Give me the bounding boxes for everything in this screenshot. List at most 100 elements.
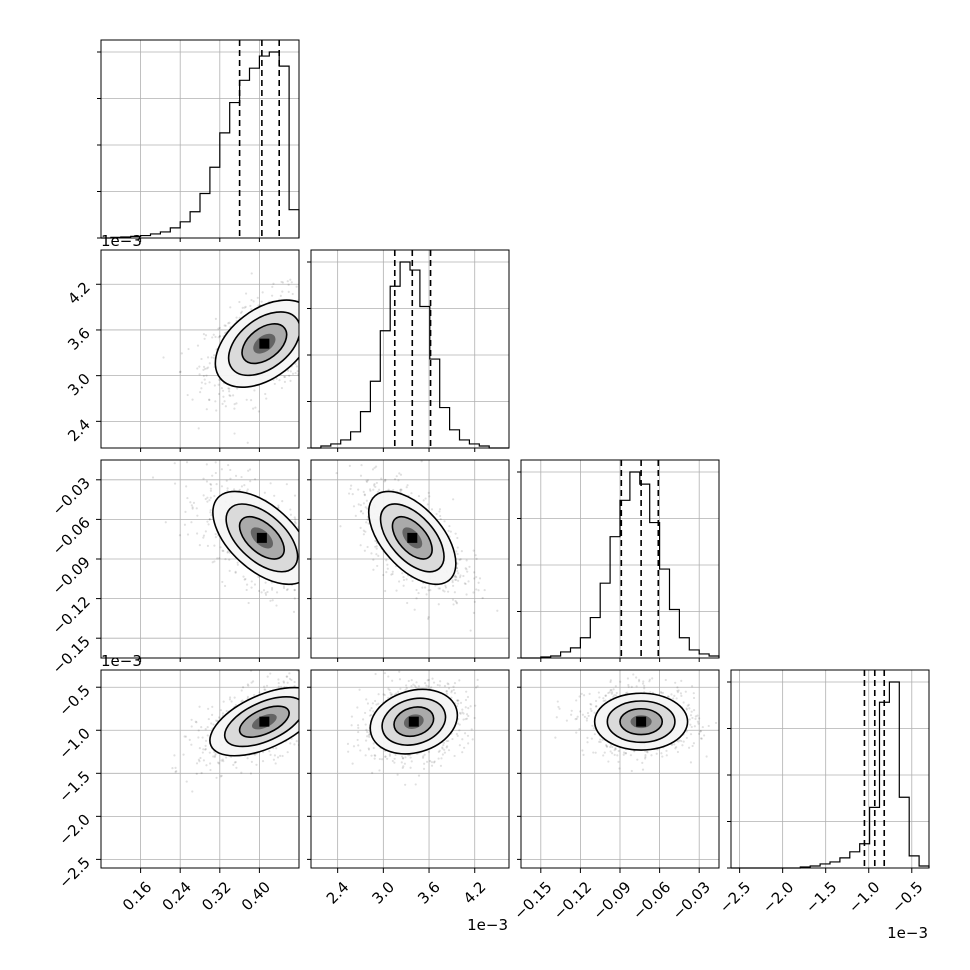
scatter-point [294, 371, 297, 375]
scatter-point [446, 590, 450, 593]
scatter-point [415, 681, 418, 684]
scatter-point [209, 511, 212, 514]
scatter-point [246, 695, 249, 698]
scatter-point [273, 494, 276, 497]
scatter-point [362, 533, 365, 536]
scatter-point [289, 666, 291, 668]
scatter-point [686, 704, 689, 707]
scatter-point [221, 402, 224, 405]
scatter-point [213, 560, 216, 563]
scatter-point [192, 501, 196, 504]
scatter-point [372, 568, 375, 571]
scatter-point [200, 357, 203, 361]
scatter-point [570, 709, 573, 712]
scatter-point [443, 590, 446, 593]
scatter-point [352, 505, 356, 508]
scatter-point [299, 509, 301, 511]
scatter-point [478, 577, 482, 580]
scatter-point [451, 737, 454, 741]
scatter-point [469, 705, 472, 708]
scatter-point [294, 522, 297, 525]
scatter-point [347, 492, 351, 495]
scatter-point [398, 670, 401, 673]
scatter-point [214, 461, 217, 464]
scatter-point [300, 335, 302, 337]
scatter-point [451, 584, 455, 587]
scatter-point [293, 520, 297, 523]
scatter-point [233, 761, 236, 764]
scatter-point [612, 688, 615, 691]
scatter-point [173, 754, 176, 757]
scatter-point [638, 678, 641, 682]
scatter-point [300, 528, 302, 530]
scatter-point [329, 708, 331, 710]
scatter-point [299, 683, 301, 685]
scatter-point [209, 496, 212, 499]
scatter-point [315, 560, 317, 562]
scatter-point [437, 603, 440, 606]
scatter-point [458, 711, 462, 715]
scatter-point [363, 549, 366, 552]
scatter-point [459, 701, 463, 704]
scatter-point [253, 583, 257, 586]
scatter-point [208, 499, 211, 502]
scatter-point [351, 493, 354, 496]
scatter-point [294, 518, 297, 521]
scatter-point [272, 758, 276, 761]
scatter-point [287, 369, 290, 372]
scatter-point [232, 394, 235, 397]
scatter-point [357, 488, 360, 491]
scatter-point [211, 474, 214, 477]
scatter-point [229, 394, 232, 397]
scatter-point [314, 700, 316, 702]
scatter-point [300, 578, 302, 580]
scatter-point [557, 705, 560, 709]
scatter-point [340, 718, 342, 720]
scatter-point [238, 488, 241, 491]
scatter-point [582, 753, 585, 757]
scatter-point [151, 476, 155, 479]
scatter-point [393, 478, 397, 481]
scatter-point [224, 405, 227, 408]
scatter-point [305, 334, 307, 336]
scatter-point [322, 544, 324, 546]
scatter-point [589, 707, 592, 710]
scatter-point [303, 311, 305, 313]
scatter-point [195, 762, 199, 765]
scatter-point [253, 478, 257, 481]
scatter-point [447, 529, 450, 532]
scatter-point [395, 475, 398, 478]
scatter-point [373, 754, 376, 757]
scatter-point [410, 685, 413, 688]
scatter-point [456, 546, 459, 549]
scatter-point [303, 715, 305, 717]
scatter-point [236, 387, 239, 390]
scatter-point [359, 544, 362, 547]
scatter-point [579, 710, 582, 713]
scatter-point [450, 689, 453, 692]
scatter-point [373, 466, 376, 469]
scatter-point [423, 586, 427, 589]
scatter-point [271, 599, 274, 602]
scatter-point [292, 610, 296, 614]
scatter-point [268, 750, 271, 753]
scatter-point [290, 678, 293, 682]
scatter-point [225, 756, 228, 759]
scatter-point [305, 356, 307, 358]
scatter-point [244, 292, 248, 295]
scatter-point [300, 720, 302, 722]
scatter-point [191, 790, 194, 793]
scatter-point [459, 574, 462, 577]
scatter-point [395, 692, 398, 695]
scatter-point [199, 756, 202, 760]
scatter-point [178, 370, 182, 374]
scatter-point [318, 539, 320, 541]
scatter-point [240, 771, 243, 774]
scatter-point [234, 571, 237, 574]
scatter-point [472, 611, 475, 614]
scatter-point [308, 343, 310, 345]
scatter-point [250, 681, 253, 684]
scatter-point [451, 579, 454, 582]
scatter-point [305, 351, 307, 353]
scatter-point [464, 717, 467, 721]
